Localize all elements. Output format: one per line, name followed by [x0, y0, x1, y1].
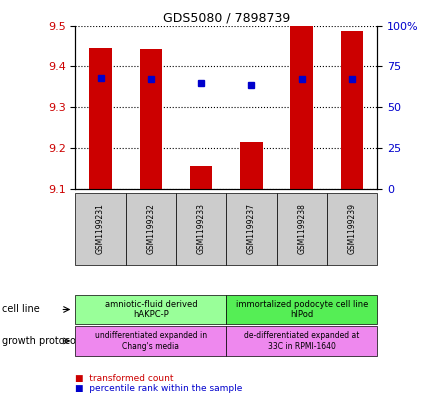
Bar [290, 26, 312, 189]
Title: GDS5080 / 7898739: GDS5080 / 7898739 [162, 11, 289, 24]
Text: GSM1199233: GSM1199233 [196, 204, 205, 254]
Text: undifferentiated expanded in
Chang's media: undifferentiated expanded in Chang's med… [95, 331, 206, 351]
Text: GSM1199237: GSM1199237 [246, 204, 255, 254]
Text: growth protocol: growth protocol [2, 336, 79, 346]
Text: GSM1199238: GSM1199238 [297, 204, 305, 254]
Text: GSM1199232: GSM1199232 [146, 204, 155, 254]
Text: GSM1199231: GSM1199231 [96, 204, 105, 254]
Text: cell line: cell line [2, 305, 40, 314]
Bar [139, 49, 162, 189]
Bar [240, 142, 262, 189]
Text: ■  transformed count: ■ transformed count [75, 374, 174, 382]
Bar [89, 48, 112, 189]
Bar [340, 31, 362, 189]
Text: amniotic-fluid derived
hAKPC-P: amniotic-fluid derived hAKPC-P [104, 300, 197, 319]
Text: de-differentiated expanded at
33C in RPMI-1640: de-differentiated expanded at 33C in RPM… [243, 331, 359, 351]
Text: ■  percentile rank within the sample: ■ percentile rank within the sample [75, 384, 242, 393]
Bar [189, 166, 212, 189]
Text: immortalized podocyte cell line
hIPod: immortalized podocyte cell line hIPod [235, 300, 367, 319]
Text: GSM1199239: GSM1199239 [347, 204, 356, 254]
